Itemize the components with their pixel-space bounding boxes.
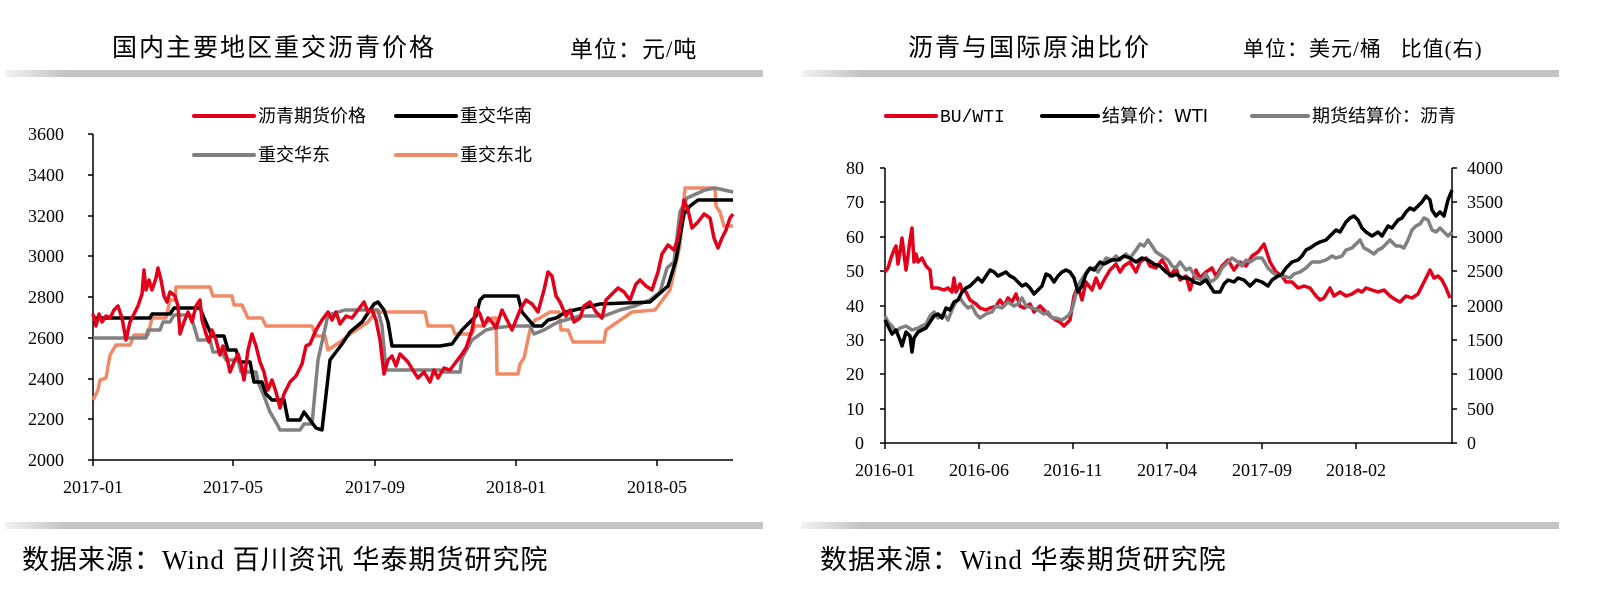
series-bu-wti (883, 226, 1452, 328)
right-right-y-axis (1451, 167, 1457, 444)
svg-text:2017-05: 2017-05 (203, 477, 263, 497)
svg-text:10: 10 (846, 399, 864, 419)
legend-label-bu-wti: BU/WTI (940, 108, 1005, 128)
svg-text:2018-01: 2018-01 (486, 477, 546, 497)
svg-text:70: 70 (846, 192, 864, 212)
svg-text:50: 50 (846, 261, 864, 281)
left-source-note: 数据来源：Wind 百川资讯 华泰期货研究院 (22, 545, 549, 575)
right-title-divider (801, 70, 1559, 77)
svg-text:3400: 3400 (28, 165, 64, 185)
svg-text:2016-11: 2016-11 (1043, 460, 1102, 480)
series-northeast (91, 186, 733, 401)
right-source-divider (801, 522, 1559, 529)
left-chart-panel: 国内主要地区重交沥青价格 单位：元/吨 沥青期货价格 重交华南 重交华东 重交东… (0, 0, 780, 592)
svg-text:2000: 2000 (28, 450, 64, 470)
svg-text:2016-06: 2016-06 (949, 460, 1009, 480)
svg-text:1500: 1500 (1467, 330, 1503, 350)
svg-text:2016-01: 2016-01 (855, 460, 915, 480)
left-source-divider (5, 522, 763, 529)
svg-text:2017-04: 2017-04 (1137, 460, 1197, 480)
svg-text:3500: 3500 (1467, 192, 1503, 212)
svg-text:2000: 2000 (1467, 296, 1503, 316)
left-title-divider (5, 70, 763, 77)
left-y-tick-labels: 3600 3400 3200 3000 2800 2600 2400 2200 … (28, 124, 64, 470)
svg-text:2200: 2200 (28, 409, 64, 429)
right-legend: BU/WTI 结算价：WTI 期货结算价：沥青 (884, 106, 1456, 128)
series-asphalt (883, 216, 1454, 334)
svg-text:2400: 2400 (28, 369, 64, 389)
left-legend: 沥青期货价格 重交华南 重交华东 重交东北 (192, 106, 532, 166)
legend-label-futures: 沥青期货价格 (258, 106, 366, 127)
svg-text:2500: 2500 (1467, 261, 1503, 281)
right-chart-panel: 沥青与国际原油比价 单位：美元/桶 比值(右) BU/WTI 结算价：WTI 期… (800, 0, 1620, 592)
right-source-note: 数据来源：Wind 华泰期货研究院 (820, 545, 1227, 575)
svg-text:3000: 3000 (28, 246, 64, 266)
right-chart-title: 沥青与国际原油比价 (908, 35, 1152, 62)
right-chart-unit: 单位：美元/桶 比值(右) (1243, 37, 1483, 61)
svg-text:2800: 2800 (28, 287, 64, 307)
svg-text:2017-09: 2017-09 (345, 477, 405, 497)
legend-label-east: 重交华东 (258, 145, 330, 166)
left-y-axis (88, 133, 94, 461)
legend-label-northeast: 重交东北 (460, 145, 532, 166)
svg-text:500: 500 (1467, 399, 1494, 419)
right-left-y-tick-labels: 80 70 60 50 40 30 20 10 0 (846, 158, 864, 453)
legend-label-wti: 结算价：WTI (1102, 106, 1208, 127)
svg-text:1000: 1000 (1467, 364, 1503, 384)
left-chart-plot: 沥青期货价格 重交华南 重交华东 重交东北 3600 3400 3200 300… (28, 106, 735, 497)
right-x-axis (884, 442, 1452, 449)
left-chart-unit: 单位：元/吨 (570, 37, 698, 62)
svg-text:3200: 3200 (28, 206, 64, 226)
svg-text:3000: 3000 (1467, 227, 1503, 247)
left-chart-title: 国内主要地区重交沥青价格 (112, 35, 437, 62)
right-chart-plot: BU/WTI 结算价：WTI 期货结算价：沥青 80 70 60 50 40 3… (846, 106, 1503, 480)
svg-text:20: 20 (846, 364, 864, 384)
svg-text:2018-05: 2018-05 (627, 477, 687, 497)
svg-text:2017-09: 2017-09 (1232, 460, 1292, 480)
left-x-tick-labels: 2017-01 2017-05 2017-09 2018-01 2018-05 (63, 477, 687, 497)
svg-text:2600: 2600 (28, 328, 64, 348)
legend-label-south: 重交华南 (460, 106, 532, 127)
legend-label-asphalt: 期货结算价：沥青 (1312, 106, 1456, 127)
right-left-y-axis (880, 167, 886, 444)
svg-text:80: 80 (846, 158, 864, 178)
right-right-y-tick-labels: 4000 3500 3000 2500 2000 1500 1000 500 0 (1467, 158, 1503, 453)
svg-text:2018-02: 2018-02 (1326, 460, 1386, 480)
svg-text:3600: 3600 (28, 124, 64, 144)
series-futures (91, 198, 735, 410)
series-east (93, 186, 734, 432)
right-x-tick-labels: 2016-01 2016-06 2016-11 2017-04 2017-09 … (855, 460, 1386, 480)
svg-text:40: 40 (846, 296, 864, 316)
series-south (93, 198, 733, 432)
series-wti (883, 189, 1454, 354)
svg-text:30: 30 (846, 330, 864, 350)
svg-text:0: 0 (1467, 433, 1476, 453)
left-x-axis (92, 459, 733, 466)
svg-text:0: 0 (855, 433, 864, 453)
svg-text:4000: 4000 (1467, 158, 1503, 178)
svg-text:60: 60 (846, 227, 864, 247)
svg-text:2017-01: 2017-01 (63, 477, 123, 497)
